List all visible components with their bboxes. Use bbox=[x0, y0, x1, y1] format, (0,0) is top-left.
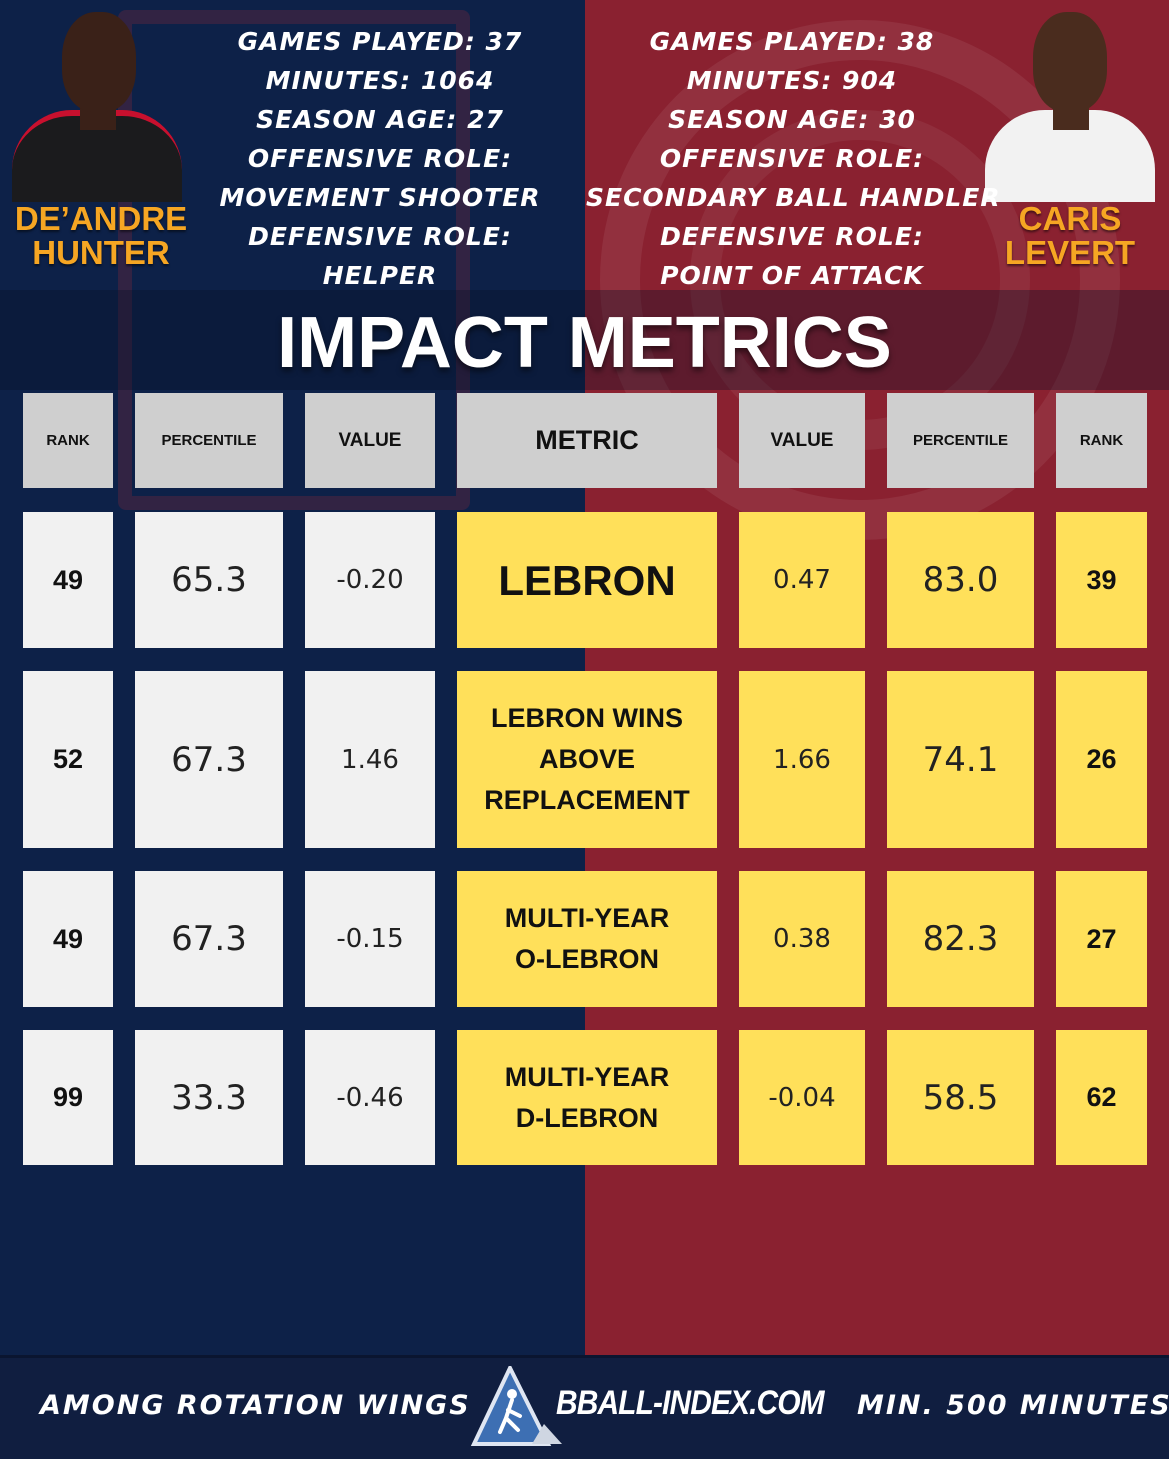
right-value-cell: 0.47 bbox=[739, 512, 865, 648]
bball-index-logo: BBALL-INDEX.COM bbox=[556, 1384, 825, 1422]
page-title: IMPACT METRICS bbox=[277, 303, 892, 383]
metric-line: REPLACEMENT bbox=[484, 785, 690, 815]
right-value-cell: 1.66 bbox=[739, 671, 865, 848]
left-rank-cell: 99 bbox=[23, 1030, 113, 1165]
footer-right-note: MIN. 500 MINUTES bbox=[857, 1390, 1169, 1421]
player-left-name-line1: DE’ANDRE bbox=[14, 200, 188, 237]
metric-cell: MULTI-YEAR O-LEBRON bbox=[457, 871, 717, 1007]
right-percentile-cell: 82.3 bbox=[887, 871, 1034, 1007]
player-right-name: CARIS LEVERT bbox=[985, 202, 1155, 270]
header-right-percentile: PERCENTILE bbox=[887, 393, 1034, 488]
stat-line: GAMES PLAYED: 38 bbox=[649, 27, 935, 56]
left-percentile-cell: 65.3 bbox=[135, 512, 283, 648]
metric-line: D-LEBRON bbox=[515, 1102, 659, 1133]
left-value-cell: 1.46 bbox=[305, 671, 435, 848]
stat-line: GAMES PLAYED: 37 bbox=[237, 27, 523, 56]
player-left-stats: GAMES PLAYED: 37 MINUTES: 1064 SEASON AG… bbox=[195, 22, 565, 295]
stat-line: OFFENSIVE ROLE: bbox=[659, 144, 925, 173]
right-value-cell: 0.38 bbox=[739, 871, 865, 1007]
header-left-rank: RANK bbox=[23, 393, 113, 488]
metric-cell: MULTI-YEAR D-LEBRON bbox=[457, 1030, 717, 1165]
right-rank-cell: 27 bbox=[1056, 871, 1147, 1007]
footer-left-note: AMONG ROTATION WINGS bbox=[40, 1390, 471, 1421]
player-right-name-line2: LEVERT bbox=[1004, 234, 1136, 271]
basketball-player-triangle-icon bbox=[470, 1366, 562, 1446]
metric-line: MULTI-YEAR bbox=[504, 1061, 670, 1092]
header-right-value: VALUE bbox=[739, 393, 865, 488]
right-rank-cell: 62 bbox=[1056, 1030, 1147, 1165]
footer-bar bbox=[0, 1355, 1169, 1459]
player-right-photo bbox=[985, 2, 1155, 202]
left-value-cell: -0.46 bbox=[305, 1030, 435, 1165]
metric-line: MULTI-YEAR bbox=[504, 903, 670, 933]
metric-cell: LEBRON WINS ABOVE REPLACEMENT bbox=[457, 671, 717, 848]
left-rank-cell: 49 bbox=[23, 512, 113, 648]
metric-line: O-LEBRON bbox=[515, 944, 659, 974]
left-percentile-cell: 67.3 bbox=[135, 671, 283, 848]
title-banner bbox=[0, 290, 1169, 390]
left-value-cell: -0.15 bbox=[305, 871, 435, 1007]
header-right-rank: RANK bbox=[1056, 393, 1147, 488]
player-left-name: DE’ANDRE HUNTER bbox=[6, 202, 196, 270]
stat-line: OFFENSIVE ROLE: bbox=[247, 144, 513, 173]
right-percentile-cell: 58.5 bbox=[887, 1030, 1034, 1165]
left-rank-cell: 52 bbox=[23, 671, 113, 848]
right-rank-cell: 26 bbox=[1056, 671, 1147, 848]
right-rank-cell: 39 bbox=[1056, 512, 1147, 648]
header-left-percentile: PERCENTILE bbox=[135, 393, 283, 488]
player-left-photo bbox=[12, 2, 182, 202]
right-value-cell: -0.04 bbox=[739, 1030, 865, 1165]
player-right-stats: GAMES PLAYED: 38 MINUTES: 904 SEASON AGE… bbox=[586, 22, 1001, 295]
stat-line: MINUTES: 904 bbox=[686, 66, 898, 95]
stat-line: SEASON AGE: 27 bbox=[256, 105, 504, 134]
stat-line: SEASON AGE: 30 bbox=[668, 105, 916, 134]
right-percentile-cell: 74.1 bbox=[887, 671, 1034, 848]
stat-line: MINUTES: 1064 bbox=[265, 66, 495, 95]
player-right-name-line1: CARIS bbox=[1018, 200, 1122, 237]
stat-line: MOVEMENT SHOOTER bbox=[219, 183, 541, 212]
player-left-name-line2: HUNTER bbox=[32, 234, 170, 271]
left-value-cell: -0.20 bbox=[305, 512, 435, 648]
header-metric: METRIC bbox=[457, 393, 717, 488]
stat-line: DEFENSIVE ROLE: bbox=[660, 222, 924, 251]
stat-line: DEFENSIVE ROLE: bbox=[248, 222, 512, 251]
metric-cell: LEBRON bbox=[457, 512, 717, 648]
left-percentile-cell: 33.3 bbox=[135, 1030, 283, 1165]
metric-line: ABOVE bbox=[538, 744, 636, 774]
header-left-value: VALUE bbox=[305, 393, 435, 488]
right-percentile-cell: 83.0 bbox=[887, 512, 1034, 648]
metric-line: LEBRON WINS bbox=[491, 703, 683, 733]
left-percentile-cell: 67.3 bbox=[135, 871, 283, 1007]
stat-line: POINT OF ATTACK bbox=[660, 261, 924, 290]
stat-line: SECONDARY BALL HANDLER bbox=[586, 183, 1001, 212]
left-rank-cell: 49 bbox=[23, 871, 113, 1007]
stat-line: HELPER bbox=[322, 261, 438, 290]
